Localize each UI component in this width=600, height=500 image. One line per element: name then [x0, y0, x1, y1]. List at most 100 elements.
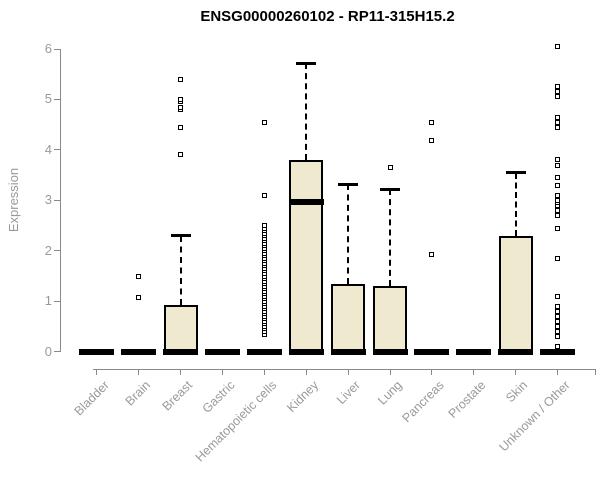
x-tick-bladder — [96, 369, 98, 375]
outlier-point-brain — [136, 295, 142, 301]
x-label-kidney: Kidney — [284, 378, 322, 415]
median-brain — [121, 348, 157, 355]
median-pancreas — [414, 348, 450, 355]
zero-bar-kidney — [288, 348, 324, 355]
outlier-point-breast — [178, 104, 183, 110]
median-prostate — [456, 348, 492, 355]
outlier-point-hematopoietic-cells — [261, 119, 267, 125]
y-tick — [54, 351, 60, 353]
outlier-point-breast — [178, 96, 183, 102]
y-tick — [54, 48, 60, 50]
chart-title: ENSG00000260102 - RP11-315H15.2 — [200, 8, 455, 25]
x-tick-pancreas — [431, 369, 433, 375]
whisker-liver — [347, 184, 350, 284]
outlier-point-unknown-other — [555, 303, 561, 309]
y-tick-label: 1 — [44, 293, 52, 309]
outlier-point-unknown-other — [555, 124, 561, 130]
y-tick — [54, 149, 60, 151]
outlier-point-unknown-other — [555, 192, 561, 198]
outlier-point-unknown-other — [555, 225, 561, 231]
x-tick-prostate — [473, 369, 475, 375]
y-tick-label: 4 — [44, 141, 52, 157]
whisker-kidney — [305, 63, 308, 160]
outlier-point-pancreas — [429, 138, 435, 144]
outlier-point-lung — [387, 165, 393, 171]
outlier-point-unknown-other — [555, 114, 561, 120]
whisker-lung — [389, 189, 391, 287]
y-tick — [54, 98, 60, 100]
median-hematopoietic-cells — [246, 348, 282, 355]
box-lung — [373, 286, 407, 352]
x-tick-skin — [515, 369, 517, 375]
y-tick — [54, 199, 60, 201]
outlier-point-unknown-other — [555, 323, 561, 329]
median-skin — [498, 348, 534, 355]
outlier-point-unknown-other — [555, 334, 561, 340]
outlier-point-unknown-other — [555, 329, 561, 335]
outlier-point-unknown-other — [555, 175, 561, 181]
x-label-brain: Brain — [122, 378, 154, 409]
outlier-point-pancreas — [429, 119, 435, 125]
outlier-point-breast — [178, 152, 183, 158]
x-label-prostate: Prostate — [445, 378, 489, 421]
y-tick-label: 0 — [44, 343, 52, 359]
outlier-point-brain — [136, 273, 142, 279]
y-tick-label: 6 — [44, 41, 52, 56]
x-tick-kidney — [305, 369, 307, 375]
y-axis-line — [60, 49, 61, 352]
box-liver — [331, 283, 366, 352]
x-label-liver: Liver — [333, 378, 364, 408]
x-label-bladder: Bladder — [71, 378, 112, 419]
outlier-point-breast — [178, 124, 183, 130]
outlier-point-unknown-other — [555, 255, 561, 261]
median-bladder — [79, 348, 115, 355]
outlier-point-pancreas — [429, 252, 435, 258]
x-label-hematopoietic-cells: Hematopoietic cells — [192, 378, 280, 465]
whisker-cap-kidney — [296, 61, 317, 65]
median-lung — [372, 348, 408, 355]
x-axis-line — [93, 369, 595, 370]
x-tick-lung — [389, 369, 391, 375]
outlier-point-unknown-other — [555, 313, 561, 319]
whisker-cap-lung — [380, 187, 400, 191]
outlier-point-unknown-other — [555, 308, 561, 314]
outlier-point-unknown-other — [555, 84, 561, 90]
outlier-point-unknown-other — [555, 197, 561, 203]
y-tick-label: 3 — [44, 192, 52, 208]
outlier-point-unknown-other — [555, 162, 561, 168]
median-breast — [163, 348, 198, 355]
box-breast — [163, 304, 198, 352]
whisker-cap-breast — [170, 234, 191, 238]
x-tick-liver — [347, 369, 349, 375]
outlier-point-unknown-other — [555, 157, 561, 163]
outlier-point-breast — [178, 76, 183, 82]
x-tick-breast — [180, 369, 181, 375]
whisker-skin — [514, 172, 517, 236]
x-tick-unknown-other — [557, 369, 559, 375]
outlier-point-unknown-other — [555, 43, 561, 49]
whisker-cap-skin — [505, 171, 526, 175]
y-tick — [54, 250, 60, 252]
median-gastric — [204, 348, 240, 355]
outlier-point-hematopoietic-cells — [261, 223, 267, 229]
outlier-point-unknown-other — [555, 89, 561, 95]
whisker-breast — [179, 235, 182, 305]
x-label-gastric: Gastric — [199, 378, 238, 416]
y-tick-label: 2 — [44, 242, 52, 258]
x-label-pancreas: Pancreas — [399, 378, 447, 426]
x-tick-gastric — [221, 369, 223, 375]
outlier-point-unknown-other — [555, 344, 561, 350]
x-tick-hematopoietic-cells — [263, 369, 265, 375]
box-skin — [498, 235, 533, 352]
outlier-point-unknown-other — [555, 207, 561, 213]
outlier-point-unknown-other — [555, 94, 561, 100]
x-label-skin: Skin — [503, 378, 531, 406]
y-tick — [54, 300, 60, 302]
outlier-point-unknown-other — [555, 318, 561, 324]
outlier-point-unknown-other — [555, 212, 561, 218]
outlier-point-hematopoietic-cells — [261, 192, 267, 198]
x-axis-end-tick — [595, 369, 596, 375]
outlier-point-unknown-other — [555, 293, 561, 299]
median-unknown-other — [540, 348, 576, 355]
median-liver — [330, 348, 366, 355]
